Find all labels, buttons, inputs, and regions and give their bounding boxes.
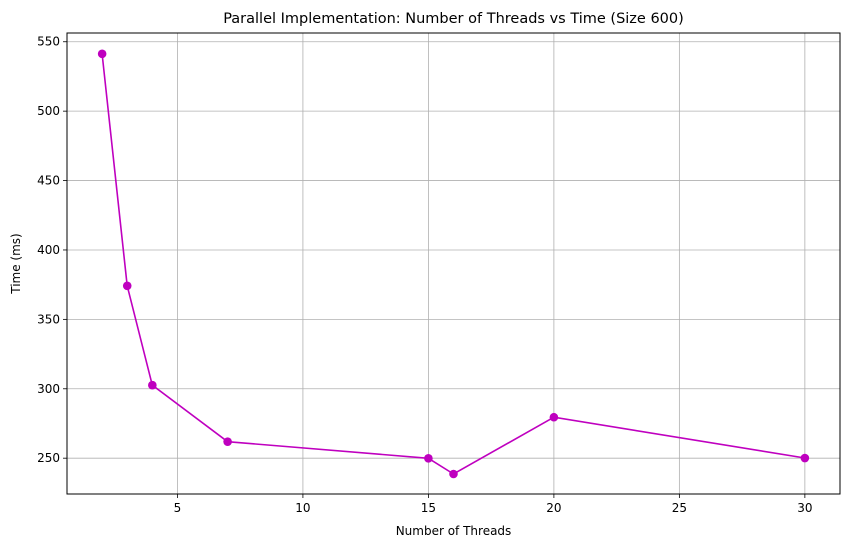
data-point bbox=[122, 281, 132, 291]
y-tick-label: 400 bbox=[37, 243, 60, 257]
y-tick-label: 500 bbox=[37, 104, 60, 118]
series-line bbox=[101, 53, 806, 475]
x-tick-label: 30 bbox=[797, 501, 812, 515]
x-tick-label: 10 bbox=[295, 501, 310, 515]
y-tick-label: 300 bbox=[37, 382, 60, 396]
chart-title: Parallel Implementation: Number of Threa… bbox=[223, 11, 684, 27]
data-point bbox=[800, 453, 810, 463]
y-axis-label: Time (ms) bbox=[9, 233, 23, 295]
series-layer bbox=[97, 49, 810, 479]
x-tick-label: 5 bbox=[174, 501, 182, 515]
y-tick-label: 350 bbox=[37, 312, 60, 326]
y-tick-label: 250 bbox=[37, 451, 60, 465]
data-point bbox=[148, 380, 157, 390]
x-tick-label: 25 bbox=[672, 501, 687, 515]
data-point bbox=[549, 412, 559, 422]
data-point bbox=[424, 454, 433, 463]
data-point bbox=[223, 437, 232, 446]
data-point bbox=[449, 469, 458, 479]
y-tick-label: 550 bbox=[37, 35, 60, 49]
grid-lines bbox=[67, 33, 840, 494]
y-tick-label: 450 bbox=[37, 174, 60, 188]
x-axis-label: Number of Threads bbox=[396, 524, 512, 538]
x-tick-label: 15 bbox=[421, 501, 436, 515]
x-tick-label: 20 bbox=[546, 501, 561, 515]
data-point bbox=[97, 49, 107, 59]
plot-frame bbox=[66, 32, 841, 495]
axis-ticks: 5 10 15 20 25 30 250 300 350 400 450 500 550 bbox=[37, 35, 812, 515]
